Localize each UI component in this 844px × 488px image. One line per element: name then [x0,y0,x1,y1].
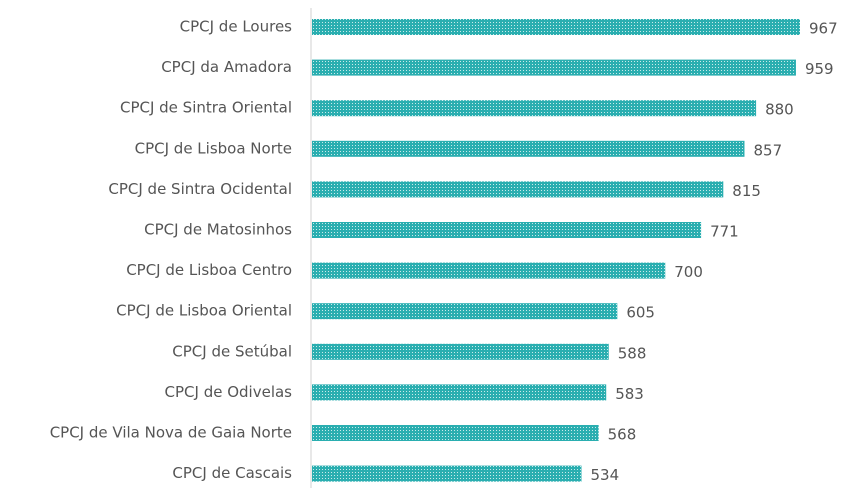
bar [312,181,724,198]
bar [312,140,745,157]
bar [312,465,582,482]
value-label: 967 [809,20,838,38]
bar [312,59,796,76]
category-label: CPCJ de Lisboa Centro [126,261,292,279]
category-label: CPCJ de Matosinhos [144,221,292,239]
category-label: CPCJ de Sintra Ocidental [108,180,292,198]
category-label: CPCJ de Setúbal [172,342,292,360]
value-label: 700 [674,263,703,281]
value-label: 568 [608,426,637,444]
category-label: CPCJ de Odivelas [165,383,293,401]
bar [312,19,800,35]
category-label: CPCJ da Amadora [161,58,292,76]
value-label: 588 [618,344,647,362]
category-label: CPCJ de Lisboa Norte [135,139,292,157]
value-label: 857 [753,141,782,159]
bar [312,222,702,238]
bar [312,384,607,401]
value-label: 534 [590,466,619,484]
value-label: 880 [765,101,794,119]
bar [312,262,666,279]
category-label: CPCJ de Sintra Oriental [120,99,292,117]
bar [312,100,757,117]
category-label: CPCJ de Lisboa Oriental [116,302,292,320]
bar [312,303,618,320]
bar [312,425,599,441]
value-label: 583 [615,385,644,403]
category-label: CPCJ de Loures [180,18,293,36]
category-label: CPCJ de Cascais [172,464,292,482]
value-label: 605 [626,304,655,322]
category-label: CPCJ de Vila Nova de Gaia Norte [50,424,292,442]
value-label: 771 [710,223,739,241]
value-label: 815 [732,182,761,200]
bar [312,343,609,360]
value-label: 959 [805,60,834,78]
